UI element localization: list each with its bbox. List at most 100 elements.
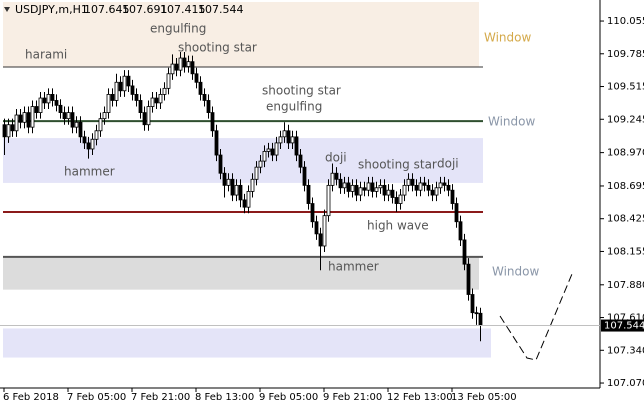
- candle-body: [226, 178, 231, 186]
- symbol-icon: [4, 7, 10, 12]
- candle-body: [354, 184, 359, 196]
- candle-body: [374, 187, 379, 192]
- candle-body: [18, 114, 23, 123]
- price-label: 107.544: [604, 321, 644, 332]
- zone: [3, 256, 479, 290]
- candle-body: [234, 184, 239, 196]
- candle-body: [194, 73, 199, 83]
- pattern-label: harami: [25, 48, 67, 62]
- candle-body: [210, 112, 215, 132]
- candle-body: [470, 294, 475, 314]
- candle-body: [382, 184, 387, 196]
- candle-body: [426, 184, 431, 191]
- candle-body: [326, 184, 331, 217]
- candle-body: [274, 142, 279, 156]
- candle-body: [98, 118, 103, 132]
- y-tick-label: 109.245: [607, 114, 644, 125]
- pattern-label: shooting star: [178, 41, 257, 55]
- candle-body: [154, 97, 159, 104]
- candle-body: [298, 154, 303, 168]
- pattern-label: doji: [325, 151, 347, 165]
- candle-body: [254, 166, 259, 180]
- x-tick-label: 13 Feb 05:00: [451, 392, 517, 403]
- chart-title: USDJPY,m,H1: [15, 3, 88, 16]
- candle-body: [322, 215, 327, 247]
- plot: [2, 51, 483, 342]
- candle-body: [286, 130, 291, 144]
- zones: [3, 2, 491, 358]
- pattern-label: engulfing: [266, 100, 322, 114]
- candle-body: [110, 94, 115, 101]
- candle-body: [314, 221, 319, 235]
- header-value: 107.691: [122, 3, 168, 16]
- y-tick-label: 109.785: [607, 49, 644, 60]
- candle-body: [434, 187, 439, 196]
- x-tick-label: 9 Feb 05:00: [259, 392, 318, 403]
- candle-body: [182, 57, 187, 67]
- candle-body: [2, 124, 7, 138]
- candle-body: [66, 112, 71, 120]
- candle-body: [306, 184, 311, 204]
- candle-body: [214, 130, 219, 156]
- y-tick-label: 107.880: [607, 280, 644, 291]
- x-tick-label: 7 Feb 21:00: [131, 392, 190, 403]
- candle-body: [378, 184, 383, 189]
- candle-body: [94, 130, 99, 140]
- candle-body: [54, 100, 59, 106]
- candle-body: [42, 97, 47, 104]
- candle-body: [462, 239, 467, 265]
- window-label: Window: [492, 265, 540, 279]
- candle-body: [270, 148, 275, 156]
- y-tick-label: 107.070: [607, 378, 644, 389]
- x-tick-label: 12 Feb 13:00: [387, 392, 453, 403]
- candle-body: [330, 172, 335, 186]
- pattern-label: hammer: [328, 260, 379, 274]
- y-tick-label: 107.340: [607, 345, 644, 356]
- y-tick-label: 107.610: [607, 313, 644, 324]
- pattern-label: engulfing: [150, 22, 206, 36]
- candle-body: [402, 184, 407, 196]
- zone: [3, 138, 483, 183]
- candle-body: [78, 121, 83, 138]
- candle-body: [86, 142, 91, 150]
- candle-body: [418, 182, 423, 191]
- candle-body: [394, 197, 399, 204]
- candle-body: [130, 85, 135, 95]
- candle-body: [458, 221, 463, 241]
- candle-body: [450, 189, 455, 204]
- candle-body: [250, 178, 255, 192]
- candle-body: [162, 87, 167, 95]
- candle-body: [294, 136, 299, 156]
- price-label-bg: [601, 319, 644, 332]
- candle-body: [290, 136, 295, 144]
- candle-body: [386, 189, 391, 196]
- candle-body: [390, 189, 395, 198]
- candle-body: [474, 312, 479, 315]
- candle-body: [362, 187, 367, 191]
- candle-body: [34, 106, 39, 113]
- candle-body: [346, 182, 351, 192]
- candle-body: [406, 178, 411, 186]
- pattern-label: shooting star: [358, 158, 437, 172]
- candle-body: [358, 187, 363, 196]
- candle-body: [446, 184, 451, 191]
- candle-body: [222, 172, 227, 186]
- header-value: 107.415: [160, 3, 206, 16]
- x-tick-label: 8 Feb 13:00: [195, 392, 254, 403]
- candle-body: [118, 81, 123, 92]
- candle-body: [74, 121, 79, 128]
- candle-body: [334, 172, 339, 180]
- candle-body: [442, 182, 447, 186]
- candle-body: [190, 61, 195, 75]
- x-tick-label: 6 Feb 2018: [3, 392, 59, 403]
- candle-body: [158, 94, 163, 104]
- candle-body: [134, 94, 139, 101]
- candle-body: [318, 233, 323, 247]
- candle-body: [106, 94, 111, 113]
- candle-body: [26, 112, 31, 128]
- candle-body: [142, 112, 147, 126]
- candle-body: [338, 178, 343, 189]
- y-tick-label: 108.695: [607, 181, 644, 192]
- candle-body: [310, 203, 315, 223]
